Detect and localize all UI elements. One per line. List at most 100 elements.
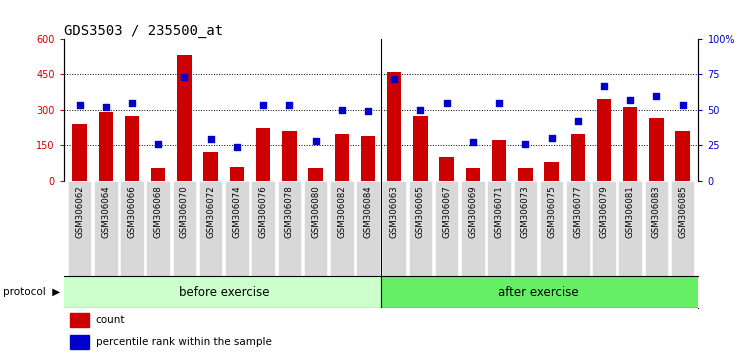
FancyBboxPatch shape xyxy=(487,181,511,276)
FancyBboxPatch shape xyxy=(593,181,616,276)
FancyBboxPatch shape xyxy=(278,181,301,276)
Bar xyxy=(597,99,611,181)
Point xyxy=(126,100,138,105)
Point xyxy=(467,139,479,145)
Text: GSM306070: GSM306070 xyxy=(180,185,189,238)
FancyBboxPatch shape xyxy=(173,181,196,276)
FancyBboxPatch shape xyxy=(120,181,143,276)
Text: GSM306062: GSM306062 xyxy=(75,185,84,238)
Bar xyxy=(518,167,532,181)
Bar xyxy=(256,128,270,181)
Point xyxy=(257,103,269,108)
Bar xyxy=(282,131,297,181)
Point xyxy=(545,135,557,141)
Text: GSM306073: GSM306073 xyxy=(521,185,530,238)
Text: GSM306078: GSM306078 xyxy=(285,185,294,238)
Bar xyxy=(151,167,165,181)
FancyBboxPatch shape xyxy=(303,181,327,276)
Bar xyxy=(381,276,698,308)
Bar xyxy=(387,72,402,181)
Text: GSM306072: GSM306072 xyxy=(207,185,216,238)
Bar xyxy=(571,134,585,181)
FancyBboxPatch shape xyxy=(330,181,354,276)
Point xyxy=(598,83,610,88)
Bar xyxy=(230,167,244,181)
FancyBboxPatch shape xyxy=(409,181,433,276)
Point xyxy=(309,138,321,144)
Text: GSM306075: GSM306075 xyxy=(547,185,556,238)
Point xyxy=(415,107,427,113)
FancyBboxPatch shape xyxy=(671,181,695,276)
Text: GSM306067: GSM306067 xyxy=(442,185,451,238)
FancyBboxPatch shape xyxy=(252,181,275,276)
Text: GSM306064: GSM306064 xyxy=(101,185,110,238)
Text: GSM306069: GSM306069 xyxy=(469,185,478,238)
Bar xyxy=(177,56,192,181)
Bar xyxy=(125,116,139,181)
FancyBboxPatch shape xyxy=(94,181,118,276)
Bar xyxy=(623,107,638,181)
Text: after exercise: after exercise xyxy=(498,286,579,298)
FancyBboxPatch shape xyxy=(514,181,537,276)
Text: GSM306077: GSM306077 xyxy=(573,185,582,238)
Bar xyxy=(70,335,89,349)
Point xyxy=(336,107,348,113)
Bar xyxy=(439,157,454,181)
Text: GSM306084: GSM306084 xyxy=(363,185,372,238)
Text: GSM306085: GSM306085 xyxy=(678,185,687,238)
Text: GSM306076: GSM306076 xyxy=(258,185,267,238)
Text: GSM306068: GSM306068 xyxy=(154,185,163,238)
FancyBboxPatch shape xyxy=(435,181,459,276)
Text: GSM306083: GSM306083 xyxy=(652,185,661,238)
FancyBboxPatch shape xyxy=(146,181,170,276)
Point xyxy=(388,76,400,81)
Point xyxy=(650,93,662,98)
Point xyxy=(179,74,191,80)
Text: GSM306082: GSM306082 xyxy=(337,185,346,238)
FancyBboxPatch shape xyxy=(566,181,590,276)
Point xyxy=(100,104,112,110)
Point xyxy=(283,103,295,108)
FancyBboxPatch shape xyxy=(68,181,92,276)
FancyBboxPatch shape xyxy=(540,181,563,276)
Bar xyxy=(360,136,376,181)
Bar xyxy=(70,313,89,327)
Point xyxy=(493,100,505,105)
Text: GSM306063: GSM306063 xyxy=(390,185,399,238)
Text: count: count xyxy=(95,315,125,325)
Point xyxy=(152,141,164,147)
Text: GSM306074: GSM306074 xyxy=(232,185,241,238)
Point xyxy=(231,144,243,149)
FancyBboxPatch shape xyxy=(644,181,668,276)
Bar xyxy=(675,131,690,181)
Bar xyxy=(492,140,506,181)
Bar xyxy=(64,276,381,308)
Bar xyxy=(466,167,480,181)
Point xyxy=(205,137,217,142)
Text: protocol  ▶: protocol ▶ xyxy=(3,287,60,297)
Bar xyxy=(650,118,664,181)
Bar xyxy=(335,134,349,181)
Text: GSM306071: GSM306071 xyxy=(495,185,504,238)
Bar xyxy=(204,152,218,181)
Text: GSM306079: GSM306079 xyxy=(599,185,608,238)
Text: GSM306081: GSM306081 xyxy=(626,185,635,238)
Point xyxy=(624,97,636,103)
FancyBboxPatch shape xyxy=(356,181,380,276)
FancyBboxPatch shape xyxy=(225,181,249,276)
Text: percentile rank within the sample: percentile rank within the sample xyxy=(95,337,271,347)
Text: GSM306080: GSM306080 xyxy=(311,185,320,238)
FancyBboxPatch shape xyxy=(199,181,222,276)
FancyBboxPatch shape xyxy=(382,181,406,276)
Bar xyxy=(413,116,427,181)
Text: GDS3503 / 235500_at: GDS3503 / 235500_at xyxy=(64,24,223,38)
Bar xyxy=(98,112,113,181)
Point xyxy=(441,100,453,105)
Text: GSM306066: GSM306066 xyxy=(128,185,137,238)
Text: GSM306065: GSM306065 xyxy=(416,185,425,238)
Bar xyxy=(309,167,323,181)
Text: before exercise: before exercise xyxy=(179,286,269,298)
Bar xyxy=(72,124,87,181)
FancyBboxPatch shape xyxy=(619,181,642,276)
Point xyxy=(572,118,584,124)
